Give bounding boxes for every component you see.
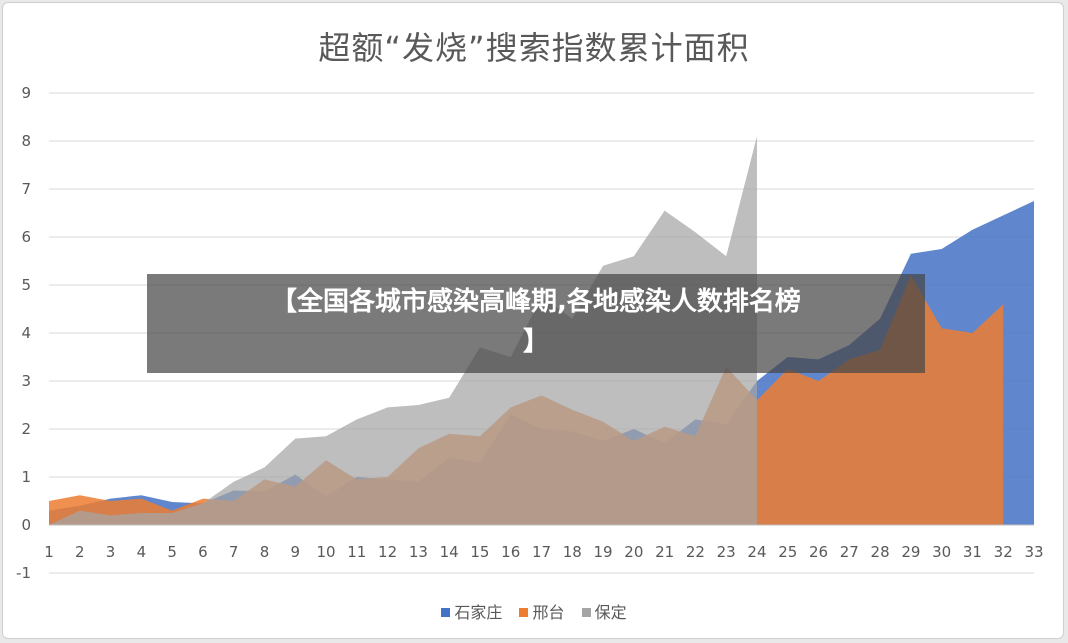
legend-label-xingtai: 邢台 [532, 603, 565, 622]
area-series-1 [49, 275, 1004, 525]
x-tick-label: 6 [198, 543, 208, 561]
x-tick-label: 13 [409, 543, 428, 561]
y-tick-label: -1 [16, 564, 31, 582]
y-tick-label: 7 [21, 180, 31, 198]
x-tick-label: 2 [75, 543, 85, 561]
x-tick-label: 26 [809, 543, 828, 561]
legend-swatch-shijiazhuang [441, 608, 451, 617]
x-tick-label: 27 [840, 543, 859, 561]
chart-title: 超额“发烧”搜索指数累计面积 [318, 29, 750, 67]
y-tick-label: 3 [21, 372, 31, 390]
x-tick-label: 32 [994, 543, 1013, 561]
x-tick-label: 12 [378, 543, 397, 561]
area-series-2 [49, 136, 757, 525]
x-tick-label: 11 [347, 543, 366, 561]
legend-item-shijiazhuang: 石家庄 [441, 599, 502, 623]
y-tick-label: 4 [21, 324, 31, 342]
x-tick-label: 17 [532, 543, 551, 561]
legend-swatch-xingtai [519, 608, 529, 617]
x-tick-label: 23 [717, 543, 736, 561]
x-tick-label: 19 [594, 543, 613, 561]
overlay-text-line1: 【全国各城市感染高峰期,各地感染人数排名榜 [271, 287, 801, 317]
legend-swatch-baoding [581, 608, 591, 617]
legend-item-xingtai: 邢台 [519, 599, 565, 623]
x-tick-label: 16 [501, 543, 520, 561]
y-tick-label: 1 [21, 468, 31, 486]
x-tick-label: 31 [963, 543, 982, 561]
x-tick-label: 3 [106, 543, 116, 561]
x-tick-label: 28 [871, 543, 890, 561]
x-tick-label: 7 [229, 543, 239, 561]
overlay-banner[interactable]: 【全国各城市感染高峰期,各地感染人数排名榜 】 [147, 274, 925, 373]
y-tick-label: 2 [21, 420, 31, 438]
x-tick-label: 22 [686, 543, 705, 561]
legend: 石家庄 邢台 保定 [3, 599, 1063, 623]
x-tick-label: 25 [778, 543, 797, 561]
legend-item-baoding: 保定 [581, 599, 627, 623]
x-tick-label: 8 [260, 543, 270, 561]
x-tick-label: 5 [167, 543, 177, 561]
x-tick-label: 21 [655, 543, 674, 561]
x-tick-label: 33 [1024, 543, 1043, 561]
legend-label-baoding: 保定 [594, 603, 627, 622]
x-tick-label: 30 [932, 543, 951, 561]
x-tick-label: 1 [44, 543, 54, 561]
x-tick-label: 14 [440, 543, 459, 561]
y-tick-label: 8 [21, 132, 31, 150]
x-tick-label: 18 [563, 543, 582, 561]
legend-label-shijiazhuang: 石家庄 [454, 603, 503, 622]
x-tick-label: 29 [901, 543, 920, 561]
x-tick-label: 9 [290, 543, 300, 561]
y-tick-label: 6 [21, 228, 31, 246]
y-tick-label: 0 [21, 516, 31, 534]
y-tick-label: 5 [21, 276, 31, 294]
x-tick-label: 20 [624, 543, 643, 561]
x-tick-label: 4 [137, 543, 147, 561]
x-tick-label: 10 [316, 543, 335, 561]
overlay-text-line2: 】 [522, 327, 549, 357]
x-tick-label: 24 [747, 543, 766, 561]
x-tick-label: 15 [470, 543, 489, 561]
series-areas [49, 136, 1034, 525]
y-tick-label: 9 [21, 84, 31, 102]
